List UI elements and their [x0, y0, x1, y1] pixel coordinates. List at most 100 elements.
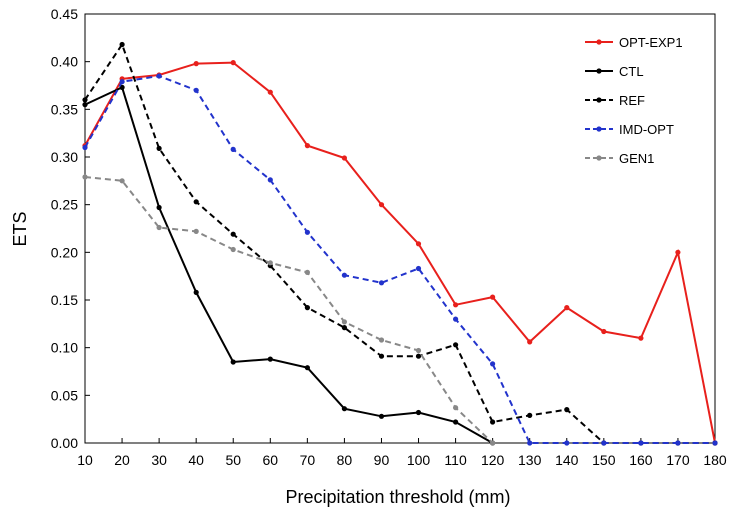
legend-item: CTL — [585, 64, 644, 79]
data-point — [415, 353, 422, 359]
data-point — [230, 231, 236, 237]
data-point — [415, 241, 422, 247]
x-tick-label: 20 — [114, 452, 130, 468]
x-tick-label: 150 — [592, 452, 616, 468]
data-point — [341, 155, 347, 161]
data-point — [490, 440, 496, 446]
data-point — [267, 177, 273, 183]
x-tick-label: 110 — [444, 452, 467, 468]
data-point — [267, 356, 273, 362]
data-point — [712, 440, 718, 446]
y-tick-label: 0.35 — [51, 101, 78, 117]
data-point — [415, 347, 422, 354]
x-tick-label: 30 — [151, 452, 167, 468]
data-point — [638, 335, 644, 341]
series-layer — [82, 41, 718, 446]
x-tick-label: 130 — [518, 452, 542, 468]
data-point — [638, 440, 644, 446]
y-tick-label: 0.40 — [51, 54, 78, 70]
legend-item: OPT-EXP1 — [585, 35, 683, 50]
y-tick-label: 0.20 — [51, 244, 78, 260]
x-tick-label: 40 — [188, 452, 204, 468]
data-point — [675, 440, 681, 446]
data-point — [564, 440, 570, 446]
data-point — [267, 89, 273, 95]
data-point — [490, 361, 496, 367]
series-line — [84, 42, 715, 444]
data-point — [453, 342, 459, 348]
data-point — [378, 202, 385, 208]
data-point — [82, 97, 88, 103]
data-point — [341, 319, 347, 325]
data-point — [156, 224, 162, 231]
data-point — [527, 339, 533, 345]
data-point — [453, 316, 459, 322]
data-point — [490, 294, 496, 300]
y-axis-ticks: 0.00 0.05 0.10 0.15 0.20 0.25 0.30 0.35 0.40 0.45 — [51, 6, 90, 451]
data-point — [119, 79, 125, 85]
data-point — [119, 41, 125, 48]
y-tick-label: 0.10 — [51, 340, 78, 356]
data-point — [230, 246, 236, 253]
series-gen1 — [82, 174, 496, 446]
y-tick-label: 0.30 — [51, 149, 78, 165]
legend-item: IMD-OPT — [585, 122, 674, 137]
data-point — [341, 272, 347, 278]
data-point — [156, 145, 162, 151]
data-point — [415, 409, 422, 416]
data-point — [119, 84, 125, 90]
y-tick-label: 0.45 — [51, 6, 78, 22]
data-point — [527, 412, 533, 418]
data-point — [304, 269, 310, 275]
data-point — [341, 325, 347, 331]
data-point — [82, 144, 88, 151]
y-tick-label: 0.25 — [51, 197, 78, 213]
series-imd-opt — [82, 73, 718, 446]
x-tick-label: 120 — [481, 452, 505, 468]
legend-item: GEN1 — [585, 151, 654, 166]
data-point — [378, 337, 385, 343]
data-point — [156, 204, 162, 211]
legend-label: REF — [619, 93, 645, 108]
legend-marker — [596, 39, 602, 45]
data-point — [601, 328, 607, 335]
data-point — [156, 73, 162, 79]
data-point — [193, 199, 199, 205]
data-point — [415, 265, 422, 272]
data-point — [230, 60, 236, 66]
data-point — [453, 405, 459, 411]
x-tick-label: 180 — [703, 452, 727, 468]
x-axis-title: Precipitation threshold (mm) — [285, 487, 510, 507]
data-point — [378, 353, 385, 359]
data-point — [675, 249, 681, 255]
data-point — [453, 302, 459, 308]
x-tick-label: 160 — [629, 452, 653, 468]
x-tick-label: 60 — [263, 452, 279, 468]
legend-label: CTL — [619, 64, 644, 79]
data-point — [304, 229, 310, 235]
data-point — [193, 61, 199, 67]
x-tick-label: 80 — [337, 452, 353, 468]
x-tick-label: 50 — [225, 452, 241, 468]
data-point — [601, 440, 607, 446]
y-axis-title: ETS — [10, 211, 30, 246]
x-tick-label: 140 — [555, 452, 579, 468]
data-point — [82, 102, 88, 108]
data-point — [267, 260, 273, 266]
y-tick-label: 0.00 — [51, 435, 78, 451]
legend-label: OPT-EXP1 — [619, 35, 683, 50]
x-tick-label: 170 — [666, 452, 690, 468]
data-point — [564, 305, 570, 311]
data-point — [490, 419, 496, 425]
legend-marker — [596, 126, 602, 132]
plot-area — [84, 13, 716, 444]
data-point — [82, 174, 88, 180]
x-axis-ticks: 10 20 30 40 50 60 70 80 90 100 110 120 130 140 150 160 1… — [77, 438, 727, 468]
data-point — [230, 146, 236, 152]
legend-marker — [596, 155, 602, 161]
series-ctl — [82, 84, 496, 446]
series-line — [84, 176, 494, 444]
data-point — [230, 359, 236, 365]
legend-label: GEN1 — [619, 151, 654, 166]
